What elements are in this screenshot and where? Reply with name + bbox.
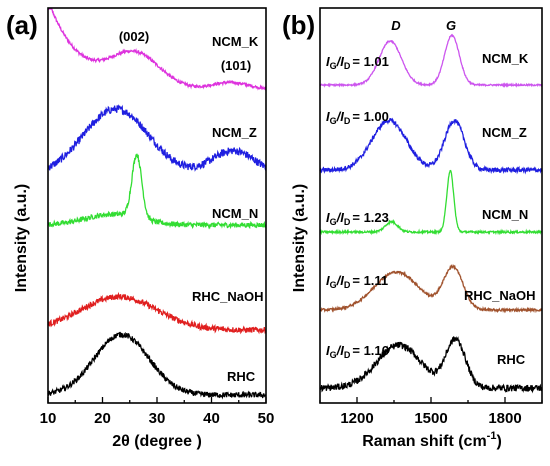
x-tick-label: 40 [203,410,220,427]
series-label-a-rhc: RHC [227,369,256,384]
series-line-rhc [47,331,267,400]
panel-b-xlabel: Raman shift (cm-1) [362,430,502,450]
peak-label-101: (101) [221,58,251,73]
series-label-b-rhc: RHC [497,352,526,367]
ratio-label-ncm-z: IG/ID = 1.00 [326,109,389,126]
series-label-a-ncm-k: NCM_K [212,34,259,49]
series-line-rhc [319,336,543,394]
series-line-ncm-k [48,8,267,91]
panel-a: (a) Intensity (a.u.) 10 20 30 40 50 2θ (degr… [6,7,275,450]
peak-label-002: (002) [119,29,149,44]
series-line-ncm-z [47,104,267,172]
x-tick-label: 1500 [414,410,447,427]
x-tick-label: 30 [149,410,166,427]
series-label-a-ncm-z: NCM_Z [212,125,257,140]
x-tick-label: 50 [258,410,275,427]
ratio-label-ncm-k: IG/ID = 1.01 [326,54,389,71]
series-line-ncm-n [47,153,267,230]
series-line-ncm-n [319,169,543,236]
x-tick-label: 1200 [340,410,373,427]
x-tick-label: 20 [94,410,111,427]
series-line-ncm-z [319,117,543,175]
peak-label-g: G [446,18,456,33]
panel-b-label: (b) [282,10,315,40]
panel-a-xlabel: 2θ (degree ) [112,433,202,450]
panel-b: (b) Intensity (a.u.) 1200 1500 1800 Raman … [282,7,543,450]
panel-b-ticks: 1200 1500 1800 [319,397,543,427]
series-label-b-ncm-k: NCM_K [482,51,529,66]
peak-label-d: D [391,18,401,33]
series-line-rhc-naoh [47,291,267,335]
panel-a-ticks: 10 20 30 40 50 [40,397,275,427]
series-label-a-rhc-naoh: RHC_NaOH [192,289,264,304]
ratio-label-rhc-naoh: IG/ID = 1.11 [326,273,388,290]
panel-a-ylabel: Intensity (a.u.) [13,184,30,292]
panel-a-label: (a) [6,10,38,40]
series-label-b-rhc-naoh: RHC_NaOH [464,288,536,303]
panel-b-curves [319,33,543,394]
panel-a-curves [47,8,267,400]
ratio-label-ncm-n: IG/ID = 1.23 [326,210,389,227]
series-label-b-ncm-n: NCM_N [482,207,528,222]
panel-b-ylabel: Intensity (a.u.) [291,184,308,292]
x-tick-label: 10 [40,410,57,427]
series-label-b-ncm-z: NCM_Z [482,125,527,140]
x-tick-label: 1800 [488,410,521,427]
series-label-a-ncm-n: NCM_N [212,206,258,221]
ratio-label-rhc: IG/ID = 1.16 [326,343,389,360]
series-line-ncm-k [319,33,543,88]
series-line-rhc-naoh [319,263,543,314]
